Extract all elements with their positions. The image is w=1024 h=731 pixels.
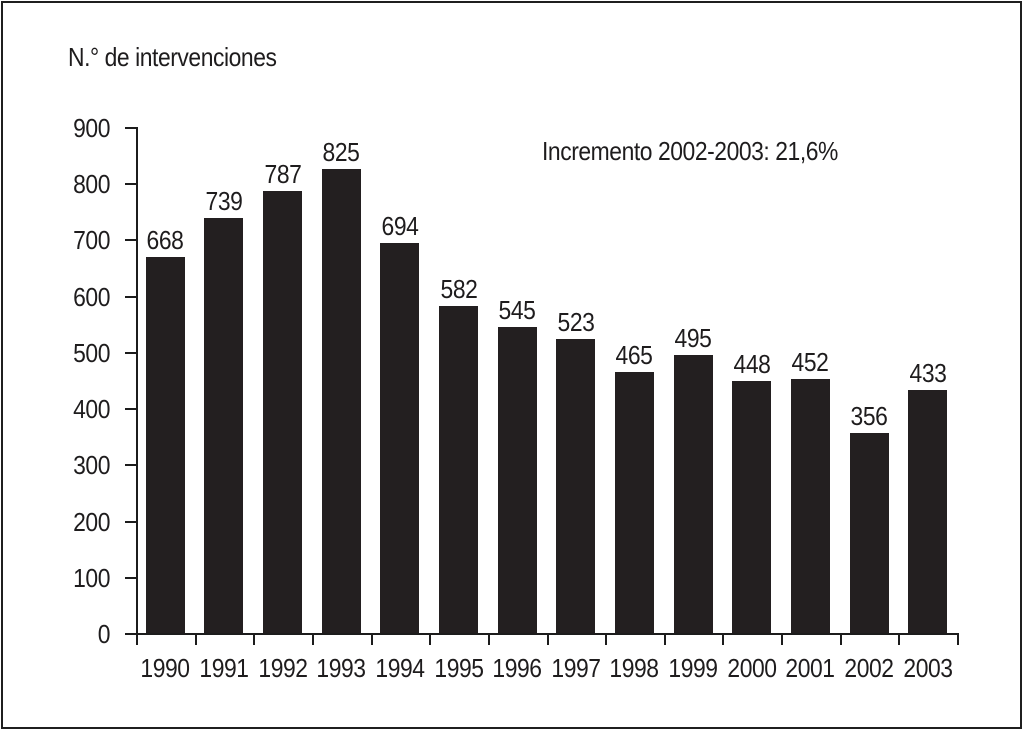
bar-1998 [615,372,654,633]
bar-value-label: 448 [733,349,771,379]
x-tick [605,635,607,645]
y-axis-tick-label: 700 [73,225,110,255]
bar-value-label: 452 [791,347,829,377]
bar-value-label: 545 [498,295,536,325]
bar-1991 [204,218,243,633]
x-tick [547,635,549,645]
x-tick-label: 1991 [199,653,249,683]
y-tick [125,239,136,241]
bar-value-label: 694 [381,211,419,241]
x-tick-label: 2003 [903,653,953,683]
x-tick-label: 1992 [258,653,308,683]
y-axis-tick-label: 0 [97,619,111,649]
x-tick-label: 1990 [140,653,190,683]
bar-value-label: 495 [674,323,712,353]
y-tick [125,127,136,129]
y-tick [125,183,136,185]
bar-value-label: 356 [850,401,888,431]
bar-2000 [732,381,771,633]
y-axis-tick-label: 300 [73,450,110,480]
bar-1999 [674,355,713,633]
y-axis-tick-label: 800 [73,169,110,199]
x-tick [840,635,842,645]
bar-1990 [146,257,185,633]
bar-1992 [263,191,302,633]
bar-2002 [850,433,889,633]
bar-value-label: 787 [264,159,302,189]
x-tick-label: 1993 [316,653,366,683]
y-axis-tick-label: 900 [73,113,110,143]
bar-2001 [791,379,830,633]
y-tick [125,296,136,298]
x-tick [253,635,255,645]
y-tick [125,464,136,466]
bar-2003 [908,390,947,633]
x-tick-label: 1996 [492,653,542,683]
x-tick-label: 1997 [551,653,601,683]
bar-1995 [439,306,478,633]
x-tick [781,635,783,645]
bar-value-label: 523 [557,307,595,337]
x-tick-label: 1995 [434,653,484,683]
y-axis-tick-label: 500 [73,338,110,368]
y-axis-tick-label: 200 [73,507,110,537]
bar-value-label: 739 [205,186,243,216]
bar-1996 [498,327,537,633]
bar-1994 [380,243,419,633]
bar-value-label: 433 [909,358,947,388]
x-tick [312,635,314,645]
y-axis-tick-label: 400 [73,394,110,424]
bar-value-label: 668 [146,225,184,255]
x-tick-label: 2001 [785,653,835,683]
x-tick-label: 2002 [844,653,894,683]
bar-value-label: 582 [440,274,478,304]
x-tick-label: 2000 [727,653,777,683]
annotation-increment: Incremento 2002-2003: 21,6% [542,136,838,166]
y-tick [125,577,136,579]
y-axis-title: N.° de intervenciones [68,42,277,72]
x-tick [429,635,431,645]
y-tick [125,633,136,635]
bar-1993 [322,169,361,633]
x-tick [136,635,138,645]
x-tick [898,635,900,645]
x-tick [722,635,724,645]
x-tick-label: 1999 [668,653,718,683]
x-tick [957,635,959,645]
x-tick [371,635,373,645]
bar-value-label: 465 [615,340,653,370]
y-tick [125,521,136,523]
y-tick [125,352,136,354]
x-tick-label: 1998 [609,653,659,683]
x-tick [488,635,490,645]
x-axis-line [125,633,959,635]
x-tick-label: 1994 [375,653,425,683]
y-tick [125,408,136,410]
y-axis-tick-label: 100 [73,563,110,593]
x-tick [664,635,666,645]
y-axis-tick-label: 600 [73,282,110,312]
y-axis-line [136,127,138,635]
x-tick [195,635,197,645]
bar-value-label: 825 [322,137,360,167]
bar-1997 [556,339,595,633]
